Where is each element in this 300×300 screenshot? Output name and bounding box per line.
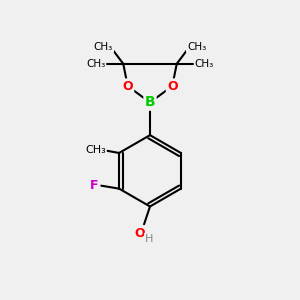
Text: F: F xyxy=(90,179,98,192)
Text: O: O xyxy=(134,227,145,240)
Text: CH₃: CH₃ xyxy=(94,42,113,52)
Text: CH₃: CH₃ xyxy=(187,42,206,52)
Text: CH₃: CH₃ xyxy=(195,59,214,69)
Text: O: O xyxy=(122,80,133,93)
Text: H: H xyxy=(145,234,154,244)
Text: CH₃: CH₃ xyxy=(85,145,106,155)
Text: CH₃: CH₃ xyxy=(86,59,105,69)
Text: O: O xyxy=(167,80,178,93)
Text: B: B xyxy=(145,95,155,110)
